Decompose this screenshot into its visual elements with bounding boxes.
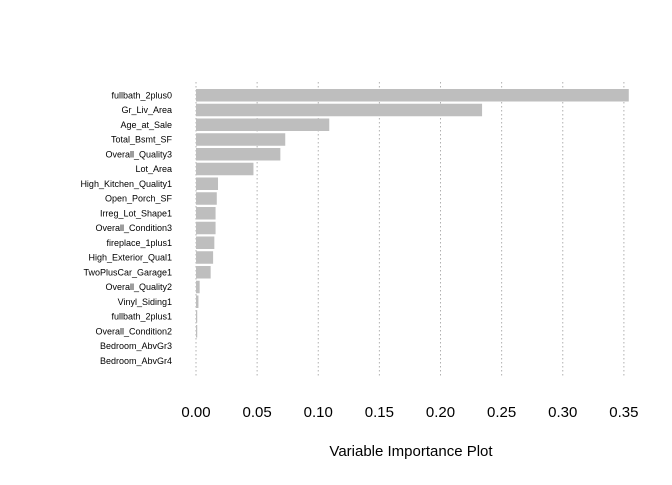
category-label-overall-condition3: Overall_Condition3 [95,223,172,233]
bar-fireplace-1plus1 [196,236,215,249]
x-tick-label-0: 0.00 [181,404,210,421]
category-label-high-exterior-qual1: High_Exterior_Qual1 [88,253,172,263]
x-tick-label-6: 0.30 [548,404,577,421]
category-label-lot-area: Lot_Area [135,164,172,174]
bar-high-kitchen-quality1 [196,177,219,190]
category-label-overall-condition2: Overall_Condition2 [95,326,172,336]
category-label-total-bsmt-sf: Total_Bsmt_SF [111,135,173,145]
x-tick-label-5: 0.25 [487,404,516,421]
category-label-high-kitchen-quality1: High_Kitchen_Quality1 [80,179,172,189]
bar-lot-area [196,162,254,176]
bar-total-bsmt-sf [196,133,286,146]
category-label-twopluscar-garage1: TwoPlusCar_Garage1 [83,267,172,277]
bar-fullbath-2plus0 [196,89,629,102]
bar-irreg-lot-shape1 [196,207,216,220]
bar-layer [196,89,629,338]
category-label-gr-liv-area: Gr_Liv_Area [121,105,172,115]
category-label-irreg-lot-shape1: Irreg_Lot_Shape1 [100,208,172,218]
bar-vinyl-siding1 [196,295,199,308]
bar-overall-quality3 [196,148,281,161]
category-label-fullbath-2plus0: fullbath_2plus0 [111,90,172,100]
bar-overall-quality2 [196,280,200,294]
category-label-layer: fullbath_2plus0 Gr_Liv_Area Age_at_Sale Tot… [80,90,172,366]
category-label-vinyl-siding1: Vinyl_Siding1 [118,297,172,307]
x-axis-title: Variable Importance Plot [329,443,493,460]
category-label-age-at-sale: Age_at_Sale [120,120,172,130]
x-tick-label-3: 0.15 [365,404,394,421]
category-label-overall-quality3: Overall_Quality3 [105,149,172,159]
x-tick-label-2: 0.10 [304,404,333,421]
bar-overall-condition3 [196,221,216,235]
category-label-overall-quality2: Overall_Quality2 [105,282,172,292]
bar-gr-liv-area [196,103,483,117]
x-tick-label-4: 0.20 [426,404,455,421]
category-label-open-porch-sf: Open_Porch_SF [105,194,173,204]
bar-open-porch-sf [196,192,217,205]
bar-overall-condition2 [196,325,198,338]
bar-twopluscar-garage1 [196,266,211,279]
category-label-bedroom-abvgr4: Bedroom_AbvGr4 [100,356,172,366]
x-tick-label-7: 0.35 [609,404,638,421]
bar-high-exterior-qual1 [196,251,214,264]
grid-layer [195,82,625,378]
category-label-bedroom-abvgr3: Bedroom_AbvGr3 [100,341,172,351]
category-label-fullbath-2plus1: fullbath_2plus1 [111,312,172,322]
x-tick-label-layer: 0.00 0.05 0.10 0.15 0.20 0.25 0.30 0.35 [181,404,638,421]
category-label-fireplace-1plus1: fireplace_1plus1 [106,238,172,248]
bar-fullbath-2plus1 [196,310,198,323]
bar-age-at-sale [196,118,330,131]
x-tick-label-1: 0.05 [243,404,272,421]
